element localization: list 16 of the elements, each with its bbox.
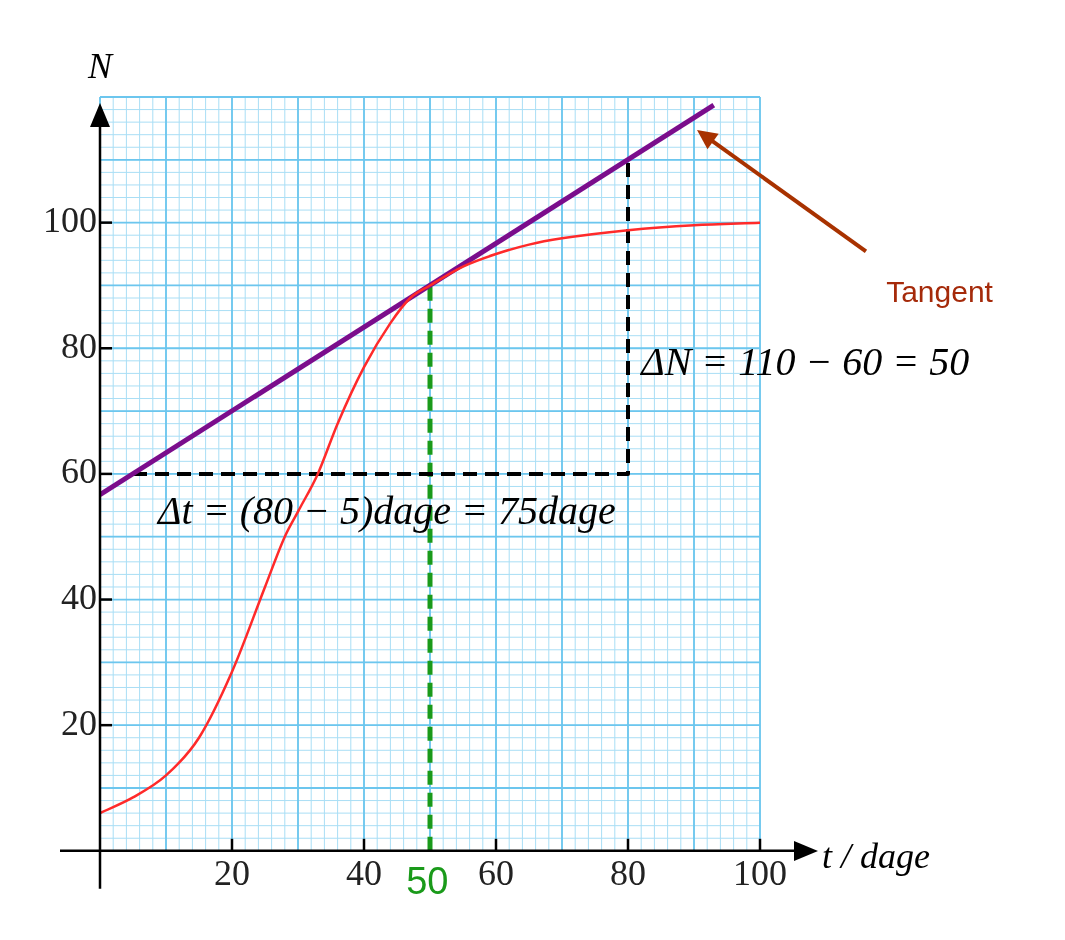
- x-tick-label: 40: [346, 852, 382, 893]
- text: Tangent: [886, 275, 994, 309]
- y-tick-label: 40: [61, 576, 97, 617]
- y-axis-title: N: [86, 46, 114, 87]
- annotation: ΔN = 110 − 60 = 50: [639, 339, 970, 385]
- y-tick-label: 60: [61, 451, 97, 492]
- y-tick-label: 100: [43, 200, 97, 241]
- y-tick-label: 80: [61, 325, 97, 366]
- x-tick-label: 100: [733, 852, 787, 893]
- text: 50: [406, 859, 449, 902]
- y-tick-label: 20: [61, 702, 97, 743]
- x-tick-label: 80: [610, 852, 646, 893]
- x-tick-label: 20: [214, 852, 250, 893]
- annotation: Δt = (80 − 5)dage = 75dage: [156, 488, 616, 534]
- x-tick-label: 60: [478, 852, 514, 893]
- x-axis-title: t / dage: [822, 836, 930, 877]
